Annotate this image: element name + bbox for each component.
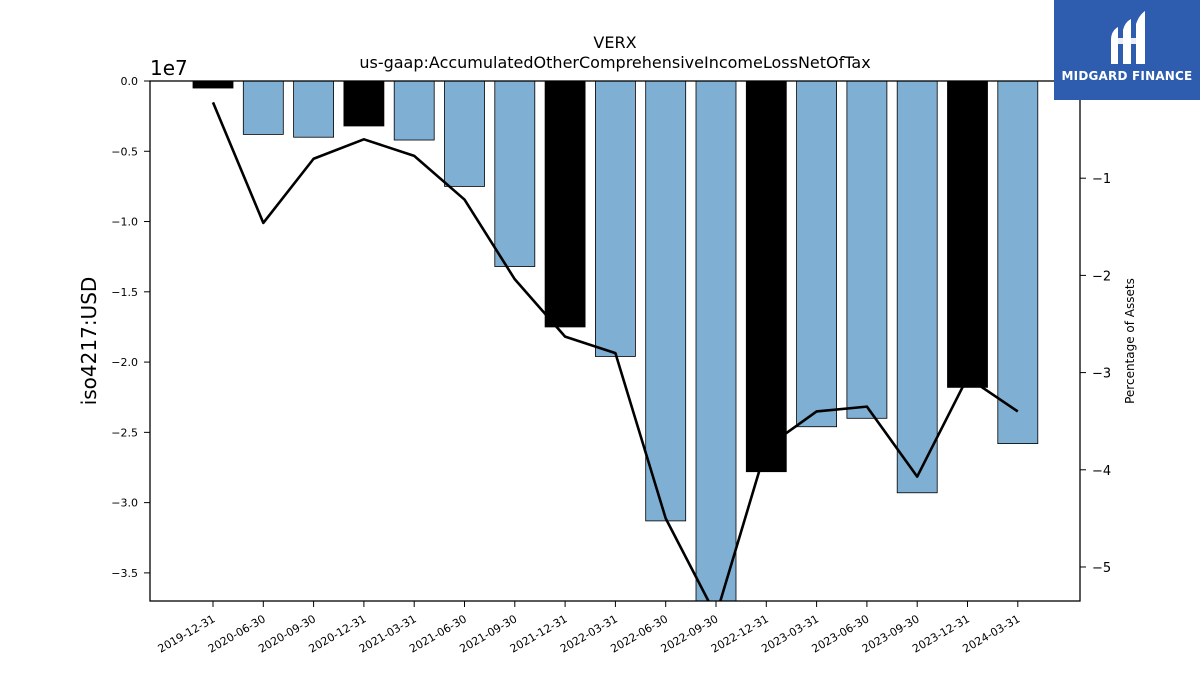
bar-2021-09-30 <box>494 80 536 267</box>
logo-mark-icon <box>1111 11 1145 64</box>
y-tick-label: −3.0 <box>111 497 138 510</box>
bar-2020-06-30 <box>242 80 284 135</box>
y-axis-right-label: Percentage of Assets <box>1123 278 1137 404</box>
y-tick-label: 0.0 <box>121 75 139 88</box>
bar-2021-03-31 <box>393 80 435 141</box>
y-ticks-left: 0.0 −0.5 −1.0 −1.5 −2.0 −2.5 −3.0 −3.5 <box>111 75 150 580</box>
bar-2022-03-31 <box>595 80 636 357</box>
bar-2023-12-31 <box>947 80 988 388</box>
plot-frame <box>149 80 1081 602</box>
bar-2020-12-31 <box>343 80 385 127</box>
y-tick-label: −1.0 <box>111 216 138 229</box>
midgard-finance-logo: MIDGARD FINANCE <box>1054 0 1200 100</box>
y-right-tick-label: −5 <box>1092 561 1111 576</box>
bar-2020-09-30 <box>293 80 335 138</box>
y-tick-label: −1.5 <box>111 286 138 299</box>
y-right-tick-label: −1 <box>1092 172 1111 187</box>
bar-2019-12-31 <box>192 80 234 89</box>
y-offset-label: 1e7 <box>150 56 188 80</box>
bar-2023-06-30 <box>846 80 888 419</box>
chart-title: VERX <box>593 33 636 52</box>
x-tick-label: 2024-03-31 <box>960 612 1022 655</box>
y-ticks-right: −1 −2 −3 −4 −5 <box>1080 172 1111 576</box>
bar-2022-06-30 <box>645 80 687 522</box>
bar-2022-09-30 <box>695 80 737 602</box>
line-layer <box>211 101 1019 601</box>
bar-2021-12-31 <box>544 80 586 328</box>
bar-2022-12-31 <box>745 80 787 473</box>
y-tick-label: −2.5 <box>111 426 138 439</box>
bar-2023-03-31 <box>796 80 837 428</box>
y-tick-label: −0.5 <box>111 145 138 158</box>
bar-2023-09-30 <box>896 80 938 494</box>
y-right-tick-label: −2 <box>1092 269 1111 284</box>
line-percentage-of-assets <box>211 101 1019 601</box>
y-axis-label: iso4217:USD <box>77 277 101 406</box>
chart-subtitle: us-gaap:AccumulatedOtherComprehensiveInc… <box>359 53 870 72</box>
y-tick-label: −2.0 <box>111 356 138 369</box>
logo-text: MIDGARD FINANCE <box>1061 69 1193 83</box>
bar-2021-06-30 <box>444 80 485 187</box>
bar-2024-03-31 <box>997 80 1039 444</box>
y-tick-label: −3.5 <box>111 567 138 580</box>
x-ticks: 2019-12-312020-06-302020-09-302020-12-31… <box>156 601 1022 656</box>
bars <box>192 80 1039 602</box>
y-right-tick-label: −4 <box>1092 464 1111 479</box>
y-right-tick-label: −3 <box>1092 367 1111 382</box>
